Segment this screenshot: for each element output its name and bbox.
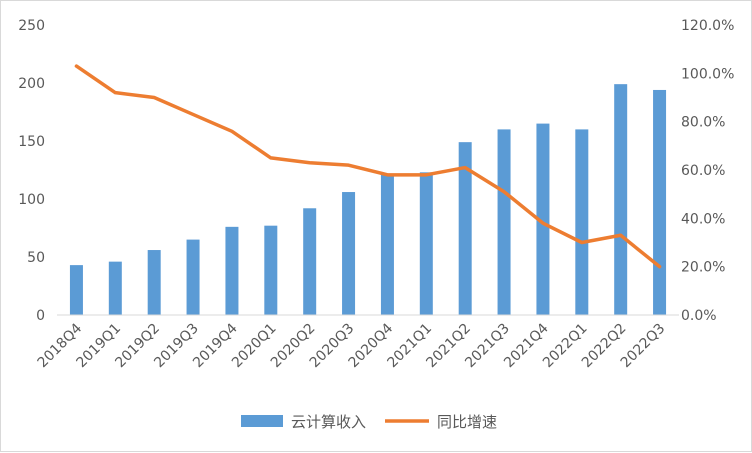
bar-2020Q1 [264, 226, 277, 315]
bar-2019Q2 [148, 250, 161, 315]
legend: 云计算收入 同比增速 [241, 413, 497, 431]
bar-2021Q3 [498, 129, 511, 315]
bar-2020Q2 [303, 208, 316, 315]
growth-line [76, 66, 659, 267]
left-tick-label: 200 [18, 76, 45, 92]
left-tick-label: 100 [18, 192, 45, 208]
bar-series [70, 84, 666, 315]
bar-2020Q4 [381, 173, 394, 315]
bar-2018Q4 [70, 265, 83, 315]
left-axis-tick-labels: 0 50 100 150 200 250 [18, 18, 45, 324]
x-axis-tick-labels: 2018Q42019Q12019Q22019Q32019Q42020Q12020… [35, 320, 669, 371]
bar-2022Q3 [653, 90, 666, 315]
legend-line-label: 同比增速 [437, 413, 497, 431]
right-axis-tick-labels: 0.0% 20.0% 40.0% 60.0% 80.0% 100.0% 120.0% [681, 18, 734, 324]
bar-2019Q1 [109, 262, 122, 315]
right-tick-label: 20.0% [681, 260, 725, 276]
left-tick-label: 0 [36, 308, 45, 324]
right-tick-label: 40.0% [681, 211, 725, 227]
right-tick-label: 100.0% [681, 66, 734, 82]
legend-bar-swatch [241, 415, 283, 427]
right-tick-label: 120.0% [681, 18, 734, 34]
bar-2020Q3 [342, 192, 355, 315]
legend-bar-label: 云计算收入 [291, 413, 366, 431]
bar-2022Q2 [614, 84, 627, 315]
left-tick-label: 50 [27, 250, 45, 266]
bar-2021Q1 [420, 172, 433, 315]
left-tick-label: 150 [18, 134, 45, 150]
bar-2022Q1 [575, 129, 588, 315]
line-series [76, 66, 659, 267]
right-tick-label: 80.0% [681, 115, 725, 131]
left-tick-label: 250 [18, 18, 45, 34]
bar-2019Q3 [187, 240, 200, 315]
bar-2019Q4 [225, 227, 238, 315]
right-tick-label: 60.0% [681, 163, 725, 179]
right-tick-label: 0.0% [681, 308, 717, 324]
